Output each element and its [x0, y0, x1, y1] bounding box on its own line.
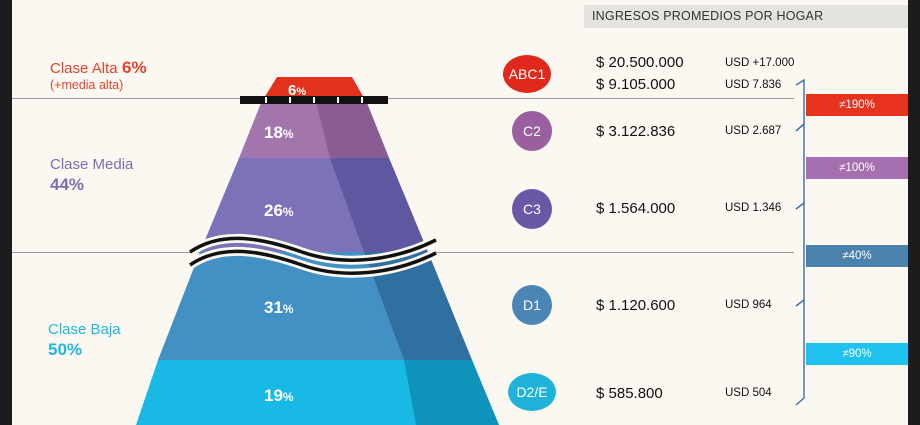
usd-d1: USD 964 — [725, 299, 772, 311]
header-title: INGRESOS PROMEDIOS POR HOGAR — [592, 9, 824, 23]
pyramid-segment-26-shade — [330, 158, 428, 252]
usd-c3: USD 1.346 — [725, 202, 782, 214]
class-media-percent: 44% — [50, 175, 85, 194]
income-c2: $ 3.122.836 — [596, 123, 676, 140]
income-c3: $ 1.564.000 — [596, 200, 676, 217]
gap-tag-90: ≠90% — [806, 343, 908, 365]
class-alta-name: Clase Alta — [50, 60, 118, 77]
header-bar — [584, 5, 908, 28]
bracket-c2-c3 — [795, 122, 805, 210]
pyramid-segment-19-shade — [404, 360, 499, 425]
divider-alta-media — [12, 98, 794, 99]
class-baja-name: Clase Baja — [48, 321, 121, 338]
group-c3-badge: C3 — [512, 189, 552, 229]
class-alta-note: (+media alta) — [50, 78, 124, 92]
bracket-c3-d1 — [795, 201, 805, 307]
segment-label-19: 19% — [264, 386, 294, 405]
infographic: INGRESOS PROMEDIOS POR HOGAR Clase Alta … — [12, 0, 908, 425]
usd-abc1: USD 7.836 — [725, 79, 782, 91]
income-abc1: $ 9.105.000 — [596, 76, 676, 93]
class-alta-percent: 6% — [122, 58, 147, 77]
usd-c2: USD 2.687 — [725, 125, 782, 137]
group-c2-badge: C2 — [512, 111, 552, 151]
separator-ticks — [265, 97, 363, 103]
pyramid-segment-6 — [264, 77, 364, 98]
break-wave-line-1 — [189, 236, 437, 262]
comparison-brackets — [795, 78, 805, 406]
gap-tag-40: ≠40% — [806, 245, 908, 267]
gap-tag-100: ≠100% — [806, 157, 908, 179]
segment-label-26: 26% — [264, 201, 294, 220]
income-abc1-high: $ 20.500.000 — [596, 54, 684, 71]
group-d1-badge: D1 — [512, 285, 552, 325]
class-media-name: Clase Media — [50, 156, 134, 173]
group-abc1-badge: ABC1 — [503, 55, 551, 93]
usd-d2e: USD 504 — [725, 387, 772, 399]
class-alta: Clase Alta 6% — [50, 58, 147, 78]
income-d1: $ 1.120.600 — [596, 297, 676, 314]
break-wave-line-2 — [189, 249, 437, 275]
pyramid-diagram: 6% 18% 26% 31% 19% — [136, 77, 805, 425]
class-baja-percent: 50% — [48, 340, 83, 359]
group-d2e-badge: D2/E — [508, 373, 556, 411]
pyramid-segment-31-shade — [364, 252, 472, 360]
segment-label-6: 6% — [288, 82, 306, 99]
usd-abc1-high: USD +17.000 — [725, 57, 795, 69]
income-d2e: $ 585.800 — [596, 385, 663, 402]
gap-tag-190: ≠190% — [806, 94, 908, 116]
bracket-d1-d2e — [795, 298, 805, 406]
segment-label-18: 18% — [264, 123, 294, 142]
pyramid-segment-18-shade — [315, 98, 389, 158]
segment-label-31: 31% — [264, 298, 294, 317]
bracket-abc1-c2 — [795, 78, 805, 132]
